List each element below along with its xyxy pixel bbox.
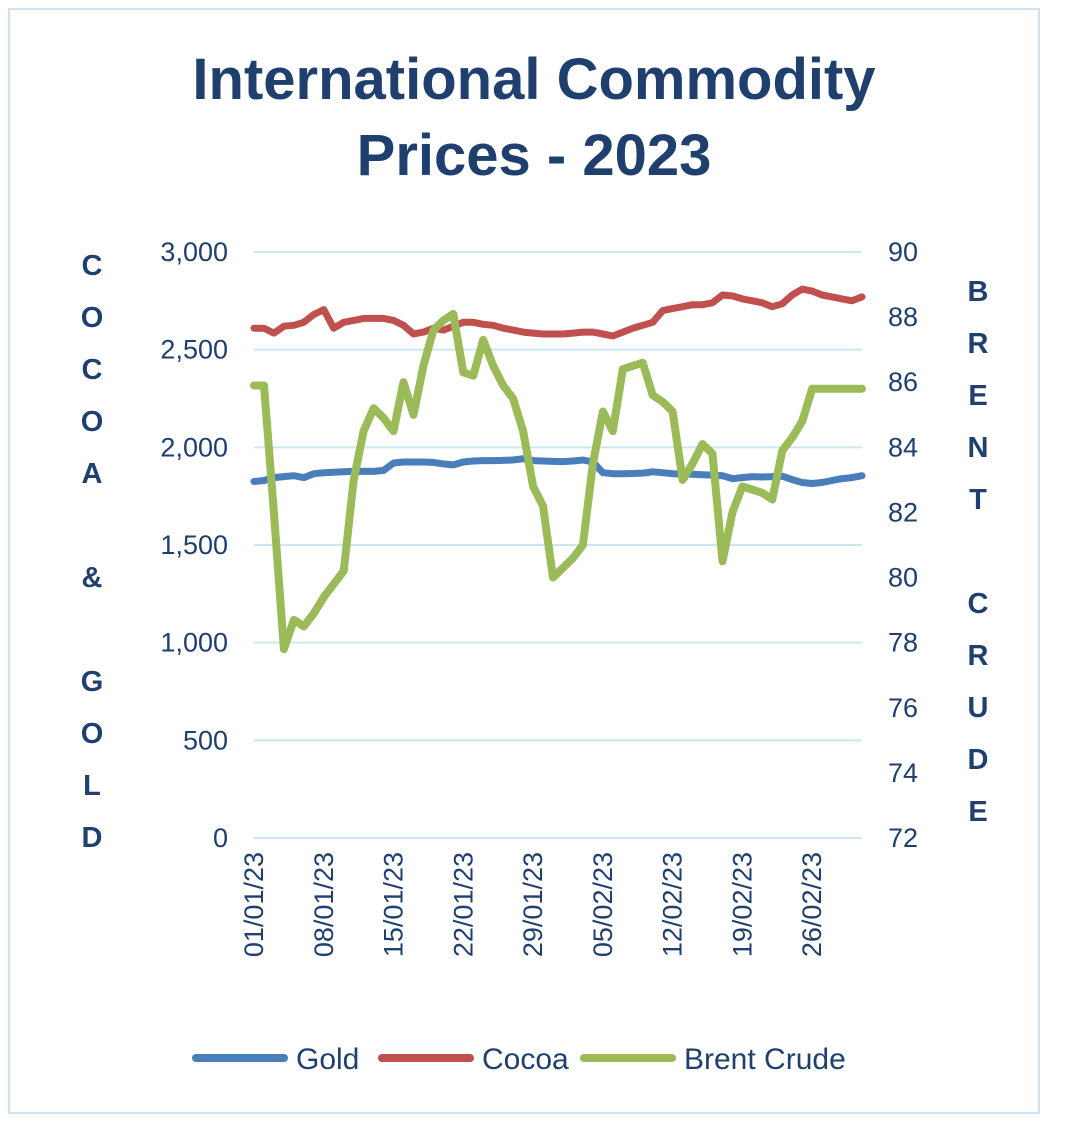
legend-label-cocoa: Cocoa: [482, 1043, 569, 1076]
x-tick-label: 22/01/23: [448, 852, 478, 957]
y-axis-left-title-char-9: O: [80, 718, 104, 750]
y-left-tick-label: 0: [213, 823, 228, 853]
y-left-tick-label: 1,500: [160, 530, 228, 560]
y-axis-left-title-char-11: D: [81, 822, 103, 854]
y-left-tick-label: 3,000: [160, 237, 228, 267]
x-tick-label: 05/02/23: [588, 852, 618, 957]
x-tick-label: 19/02/23: [727, 852, 757, 957]
y-axis-left-title-char-1: O: [80, 302, 104, 334]
y-left-tick-label: 2,000: [160, 432, 228, 462]
y-right-tick-label: 72: [888, 823, 918, 853]
chart-title-line-2: Prices - 2023: [356, 123, 712, 188]
y-right-tick-label: 80: [888, 563, 918, 593]
x-tick-label: 12/02/23: [658, 852, 688, 957]
x-tick-label: 15/01/23: [379, 852, 409, 957]
y-left-tick-label: 500: [183, 725, 228, 755]
x-tick-label: 26/02/23: [797, 852, 827, 957]
y-axis-left-title-char-10: L: [83, 770, 101, 802]
y-axis-left-title-char-8: G: [80, 666, 104, 698]
x-tick-label: 01/01/23: [239, 852, 269, 957]
y-axis-right-title-char-9: D: [967, 744, 989, 776]
chart-frame: [8, 8, 1040, 1114]
y-left-tick-label: 1,000: [160, 628, 228, 658]
y-axis-left-title-char-2: C: [81, 354, 103, 386]
chart-title-line-1: International Commodity: [192, 47, 876, 112]
y-axis-right-title-char-0: B: [967, 276, 989, 308]
y-right-tick-label: 76: [888, 693, 918, 723]
y-axis-right-title-char-6: C: [967, 588, 989, 620]
series-line-gold: [250, 455, 866, 487]
x-tick-label: 29/01/23: [518, 852, 548, 957]
y-axis-right-title-char-2: E: [968, 380, 988, 412]
y-axis-right-title-char-1: R: [967, 328, 989, 360]
y-axis-left-title-char-3: O: [80, 406, 104, 438]
y-right-tick-label: 74: [888, 758, 918, 788]
y-axis-right-title-char-7: R: [967, 640, 989, 672]
y-axis-left-title-char-6: &: [81, 562, 103, 594]
y-left-tick-label: 2,500: [160, 335, 228, 365]
y-axis-right-title-char-8: U: [967, 692, 989, 724]
legend-label-brent-crude: Brent Crude: [684, 1043, 846, 1076]
y-right-tick-label: 78: [888, 628, 918, 658]
y-right-tick-label: 88: [888, 302, 918, 332]
y-right-tick-label: 86: [888, 367, 918, 397]
series-line-brent-crude: [250, 309, 866, 654]
legend-label-gold: Gold: [296, 1043, 359, 1076]
y-right-tick-label: 82: [888, 497, 918, 527]
y-axis-right-title-char-4: T: [969, 484, 987, 516]
y-right-tick-label: 90: [888, 237, 918, 267]
x-tick-label: 08/01/23: [309, 852, 339, 957]
y-right-tick-label: 84: [888, 432, 918, 462]
y-axis-left-title-char-4: A: [81, 458, 103, 490]
y-axis-right-title-char-10: E: [968, 796, 988, 828]
y-axis-right-title-char-3: N: [967, 432, 989, 464]
chart-title: International Commodity Prices - 2023: [0, 42, 1068, 194]
y-axis-left-title-char-0: C: [81, 250, 103, 282]
series-line-cocoa: [250, 285, 866, 340]
